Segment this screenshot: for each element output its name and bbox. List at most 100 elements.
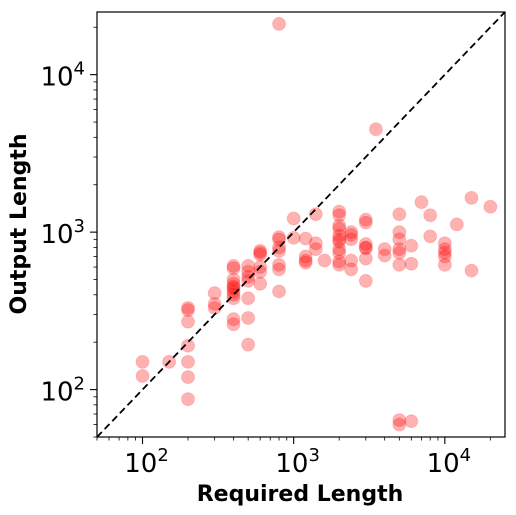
data-point-12: [207, 300, 222, 315]
data-point-8: [181, 370, 196, 385]
data-point-95: [437, 236, 452, 251]
reference-line-y-equals-x: [97, 12, 505, 437]
data-point-94: [423, 229, 438, 244]
data-point-83: [392, 232, 407, 247]
data-point-50: [298, 255, 313, 270]
data-point-103: [483, 199, 498, 214]
data-point-15: [226, 272, 241, 287]
data-point-16: [226, 276, 241, 291]
data-point-37: [272, 230, 287, 245]
data-point-102: [464, 263, 479, 278]
data-point-31: [253, 243, 268, 258]
y-axis-title: Output Length: [7, 134, 32, 315]
data-point-41: [272, 257, 287, 272]
data-point-85: [392, 245, 407, 260]
data-point-53: [308, 242, 323, 257]
data-point-89: [404, 238, 419, 253]
data-point-0: [135, 354, 150, 369]
data-point-9: [181, 392, 196, 407]
data-point-99: [437, 257, 452, 272]
data-point-81: [392, 207, 407, 222]
data-point-88: [392, 417, 407, 432]
data-point-59: [332, 228, 347, 243]
data-point-51: [308, 207, 323, 222]
data-point-32: [253, 245, 268, 260]
data-point-96: [437, 242, 452, 257]
data-point-21: [226, 291, 241, 306]
data-point-78: [368, 122, 383, 137]
data-point-26: [241, 269, 256, 284]
data-point-82: [392, 225, 407, 240]
data-point-62: [332, 242, 347, 257]
data-point-72: [358, 215, 373, 230]
data-point-60: [332, 232, 347, 247]
data-point-55: [332, 204, 347, 219]
data-point-19: [226, 284, 241, 299]
x-axis-title: Required Length: [197, 482, 404, 507]
data-point-65: [332, 257, 347, 272]
data-point-49: [298, 253, 313, 268]
data-point-5: [181, 314, 196, 329]
data-point-48: [298, 249, 313, 264]
data-point-91: [404, 414, 419, 429]
data-point-71: [358, 212, 373, 227]
y-tick-label-0: 102: [40, 374, 85, 408]
data-point-87: [392, 413, 407, 428]
data-point-45: [286, 211, 301, 226]
data-point-24: [241, 258, 256, 273]
data-point-3: [181, 300, 196, 315]
data-point-97: [437, 245, 452, 260]
x-tick-label-1: 103: [275, 445, 320, 479]
data-point-42: [272, 262, 287, 277]
data-point-68: [344, 232, 359, 247]
data-point-86: [392, 257, 407, 272]
plot-frame: [96, 11, 506, 438]
data-point-58: [332, 221, 347, 236]
data-point-79: [377, 242, 392, 257]
data-point-100: [449, 217, 464, 232]
data-point-33: [253, 247, 268, 262]
data-point-7: [181, 354, 196, 369]
data-point-57: [332, 218, 347, 233]
data-point-35: [253, 264, 268, 279]
data-point-93: [423, 208, 438, 223]
data-point-61: [332, 234, 347, 249]
data-point-56: [332, 208, 347, 223]
points-layer: [135, 16, 498, 432]
data-point-1: [135, 369, 150, 383]
ticks-layer: 102 103 104 102 103 104: [40, 26, 491, 479]
data-point-22: [226, 312, 241, 327]
data-point-63: [332, 245, 347, 260]
x-tick-label-2: 104: [427, 445, 472, 479]
data-point-10: [207, 286, 222, 301]
data-point-66: [344, 225, 359, 240]
data-point-11: [207, 296, 222, 311]
data-point-29: [241, 310, 256, 325]
data-point-23: [226, 317, 241, 332]
data-point-14: [226, 261, 241, 276]
data-point-4: [181, 303, 196, 318]
data-point-52: [308, 236, 323, 251]
data-point-54: [317, 253, 332, 268]
y-tick-label-1: 103: [40, 216, 85, 250]
data-point-74: [358, 240, 373, 255]
data-point-36: [253, 276, 268, 291]
data-point-47: [298, 231, 313, 246]
data-point-67: [344, 227, 359, 242]
data-point-98: [437, 249, 452, 264]
data-point-28: [241, 291, 256, 306]
data-point-73: [358, 237, 373, 252]
data-point-44: [272, 16, 287, 31]
y-tick-label-2: 104: [40, 59, 85, 93]
data-point-64: [332, 254, 347, 269]
data-point-13: [226, 258, 241, 273]
data-point-84: [392, 242, 407, 257]
data-point-43: [272, 284, 287, 299]
data-point-70: [344, 262, 359, 277]
data-point-40: [272, 243, 287, 258]
data-point-6: [181, 338, 196, 353]
data-point-38: [272, 232, 287, 247]
data-point-76: [358, 251, 373, 266]
data-point-30: [241, 337, 256, 352]
data-point-92: [414, 195, 429, 210]
